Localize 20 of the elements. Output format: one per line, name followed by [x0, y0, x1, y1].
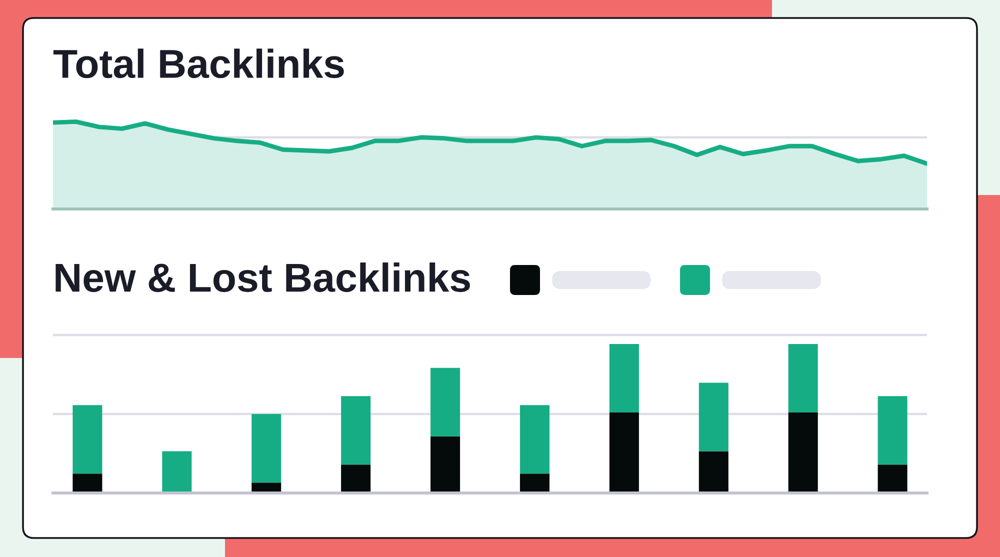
chart-title: New & Lost Backlinks [56, 262, 470, 292]
bar [72, 474, 102, 493]
bar [698, 382, 728, 452]
bar [341, 396, 371, 465]
bar [878, 396, 908, 465]
bar [520, 474, 550, 493]
bar [609, 344, 639, 413]
bar [430, 436, 460, 493]
bar [609, 412, 639, 493]
bar [430, 368, 460, 436]
bar [520, 405, 550, 474]
bar [698, 451, 728, 493]
bar [788, 344, 818, 413]
bar [252, 414, 282, 483]
bar [162, 451, 192, 493]
bar [72, 405, 102, 474]
bar [341, 464, 371, 493]
bar [878, 464, 908, 493]
bar [788, 412, 818, 493]
chart-title: Total Backlinks [53, 48, 344, 78]
